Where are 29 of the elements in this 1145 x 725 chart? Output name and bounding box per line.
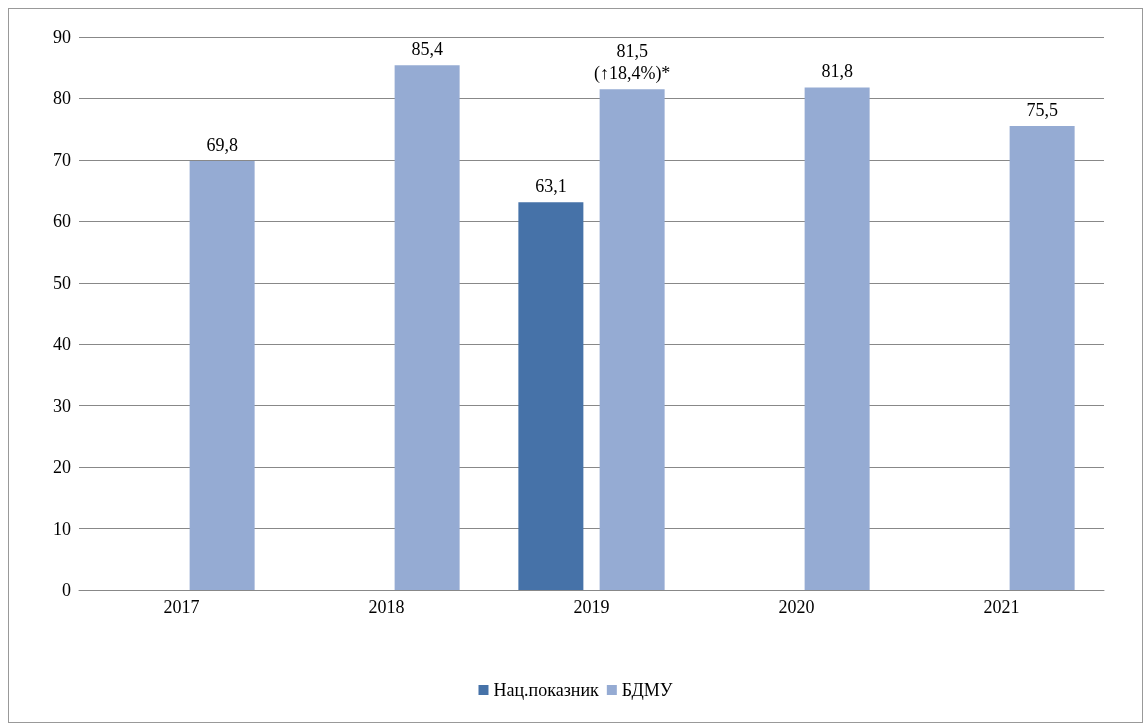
legend-label: Нац.показник <box>493 680 600 700</box>
x-tick-label: 2017 <box>163 597 200 617</box>
bar <box>518 202 584 590</box>
bar <box>804 87 870 590</box>
y-tick-label: 40 <box>53 334 71 355</box>
data-label: 85,4 <box>411 39 443 60</box>
x-tick-label: 2020 <box>778 597 815 617</box>
data-label: 81,8 <box>821 61 853 82</box>
bar <box>599 89 665 590</box>
y-tick-label: 70 <box>53 149 71 170</box>
y-tick-label: 20 <box>53 457 71 478</box>
x-tick-label: 2021 <box>983 597 1020 617</box>
data-label: 81,5 (↑18,4%)* <box>593 41 671 85</box>
y-tick-label: 90 <box>53 27 71 47</box>
bar <box>189 161 255 590</box>
data-label: 69,8 <box>206 135 238 156</box>
y-tick-label: 0 <box>62 580 71 600</box>
data-label: 75,5 <box>1026 100 1058 121</box>
data-label: 63,1 <box>535 176 567 197</box>
y-tick-label: 10 <box>53 518 71 539</box>
y-tick-label: 30 <box>53 395 71 416</box>
bar <box>394 65 460 590</box>
y-tick-label: 80 <box>53 88 71 109</box>
legend-label: БДМУ <box>621 680 673 700</box>
x-tick-label: 2018 <box>368 597 405 617</box>
y-tick-label: 60 <box>53 211 71 232</box>
x-tick-label: 2019 <box>573 597 610 617</box>
y-tick-label: 50 <box>53 272 71 293</box>
bar <box>1009 126 1075 590</box>
